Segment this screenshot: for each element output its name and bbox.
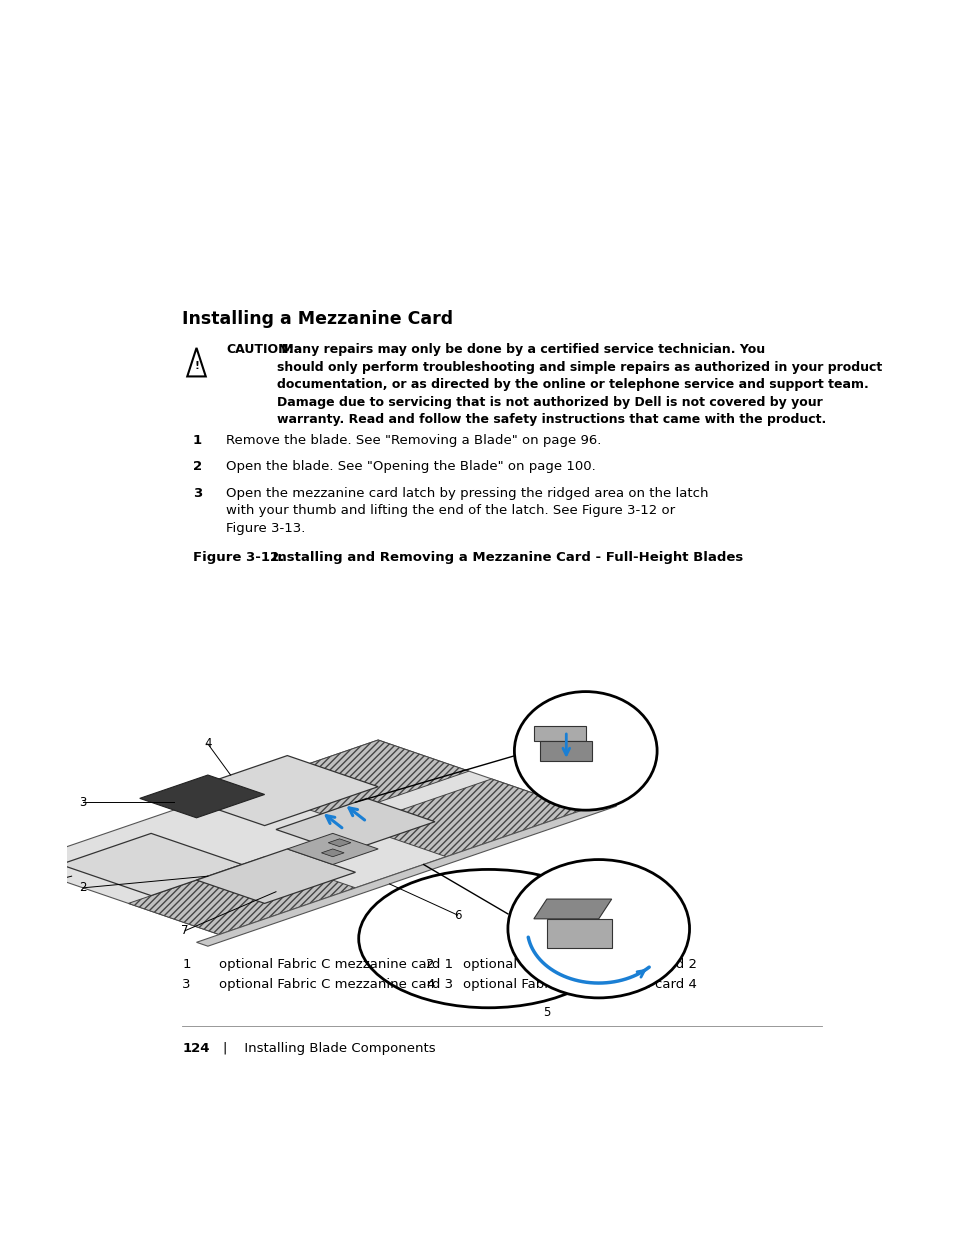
- Text: 4: 4: [204, 737, 212, 751]
- Text: !: !: [193, 361, 199, 370]
- Polygon shape: [60, 834, 242, 895]
- Text: optional Fabric B mezzanine card 2: optional Fabric B mezzanine card 2: [462, 958, 697, 972]
- Text: 2: 2: [79, 882, 87, 894]
- Text: 4: 4: [426, 978, 434, 992]
- Polygon shape: [242, 740, 469, 818]
- Ellipse shape: [507, 860, 689, 998]
- Polygon shape: [534, 726, 585, 741]
- Polygon shape: [539, 741, 592, 761]
- Text: 2: 2: [426, 958, 435, 972]
- Polygon shape: [196, 848, 355, 904]
- Polygon shape: [196, 803, 616, 946]
- Text: Open the blade. See "Opening the Blade" on page 100.: Open the blade. See "Opening the Blade" …: [226, 461, 596, 473]
- Text: 1: 1: [193, 435, 202, 447]
- Text: 5: 5: [542, 1007, 550, 1019]
- Polygon shape: [287, 834, 377, 864]
- Text: optional Fabric B mezzanine card 4: optional Fabric B mezzanine card 4: [462, 978, 697, 992]
- Polygon shape: [15, 740, 582, 935]
- Text: 124: 124: [182, 1042, 210, 1055]
- Polygon shape: [129, 857, 355, 935]
- Polygon shape: [355, 779, 582, 857]
- Polygon shape: [534, 899, 611, 919]
- Polygon shape: [328, 839, 351, 847]
- Ellipse shape: [514, 692, 657, 810]
- Text: CAUTION:: CAUTION:: [226, 343, 294, 356]
- Text: 1: 1: [182, 958, 191, 972]
- Text: |    Installing Blade Components: | Installing Blade Components: [222, 1042, 435, 1055]
- Text: 2: 2: [193, 461, 202, 473]
- Text: Many repairs may only be done by a certified service technician. You
should only: Many repairs may only be done by a certi…: [276, 343, 882, 426]
- Text: 3: 3: [79, 795, 87, 809]
- Text: optional Fabric C mezzanine card 3: optional Fabric C mezzanine card 3: [219, 978, 453, 992]
- Polygon shape: [139, 776, 264, 818]
- Text: Remove the blade. See "Removing a Blade" on page 96.: Remove the blade. See "Removing a Blade"…: [226, 435, 601, 447]
- Polygon shape: [173, 756, 377, 825]
- Text: Figure 3-12.: Figure 3-12.: [193, 551, 284, 564]
- Polygon shape: [275, 798, 435, 853]
- Polygon shape: [321, 848, 344, 857]
- Text: Installing a Mezzanine Card: Installing a Mezzanine Card: [182, 310, 453, 327]
- Polygon shape: [546, 919, 611, 948]
- Text: 6: 6: [454, 909, 461, 921]
- Text: 3: 3: [182, 978, 191, 992]
- Text: 7: 7: [181, 924, 189, 937]
- Text: Installing and Removing a Mezzanine Card - Full-Height Blades: Installing and Removing a Mezzanine Card…: [253, 551, 742, 564]
- Text: Open the mezzanine card latch by pressing the ridged area on the latch
with your: Open the mezzanine card latch by pressin…: [226, 487, 708, 535]
- Text: 3: 3: [193, 487, 202, 500]
- Text: optional Fabric C mezzanine card 1: optional Fabric C mezzanine card 1: [219, 958, 453, 972]
